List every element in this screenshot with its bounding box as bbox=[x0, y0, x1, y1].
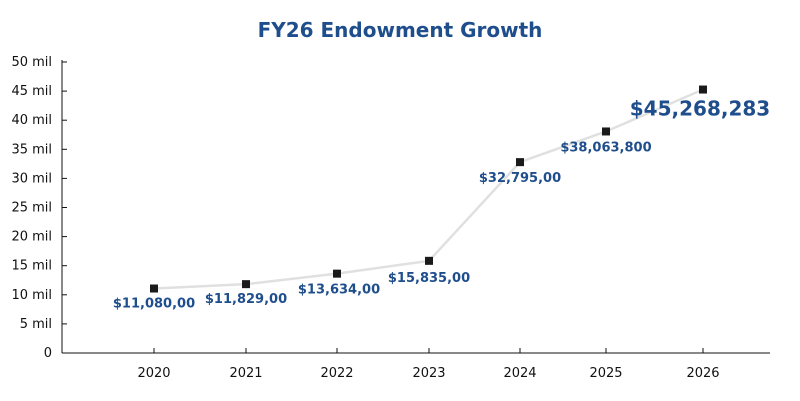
y-tick-label: 40 mil bbox=[11, 113, 52, 128]
y-tick-label: 5 mil bbox=[20, 317, 52, 332]
data-point bbox=[699, 85, 707, 94]
chart-title: FY26 Endowment Growth bbox=[257, 18, 543, 42]
data-point bbox=[333, 269, 341, 278]
y-tick-label: 30 mil bbox=[11, 171, 52, 186]
data-label: $13,634,00 bbox=[298, 283, 380, 298]
y-tick-label: 0 bbox=[44, 346, 52, 361]
y-tick-label: 15 mil bbox=[11, 259, 52, 274]
x-tick-label: 2024 bbox=[503, 366, 536, 381]
data-point bbox=[150, 284, 158, 293]
data-label: $11,080,00 bbox=[113, 297, 195, 312]
data-label: $11,829,00 bbox=[205, 292, 287, 307]
x-tick-label: 2021 bbox=[229, 366, 262, 381]
x-tick-label: 2025 bbox=[589, 366, 622, 381]
y-tick-label: 45 mil bbox=[11, 84, 52, 99]
y-tick-label: 20 mil bbox=[11, 230, 52, 245]
data-label: $15,835,00 bbox=[388, 271, 470, 286]
x-tick-label: 2020 bbox=[137, 366, 170, 381]
data-point bbox=[516, 158, 524, 167]
y-tick-label: 10 mil bbox=[11, 288, 52, 303]
x-tick-label: 2023 bbox=[412, 366, 445, 381]
y-tick-label: 35 mil bbox=[11, 142, 52, 157]
x-tick-label: 2026 bbox=[686, 366, 719, 381]
data-point bbox=[602, 127, 610, 136]
y-tick-label: 50 mil bbox=[11, 55, 52, 70]
y-tick-label: 25 mil bbox=[11, 201, 52, 216]
data-point bbox=[425, 256, 433, 265]
data-label: $45,268,283 bbox=[630, 97, 770, 121]
data-label: $32,795,00 bbox=[479, 171, 561, 186]
data-point bbox=[242, 280, 250, 289]
x-tick-label: 2022 bbox=[320, 366, 353, 381]
data-label: $38,063,800 bbox=[560, 140, 651, 155]
